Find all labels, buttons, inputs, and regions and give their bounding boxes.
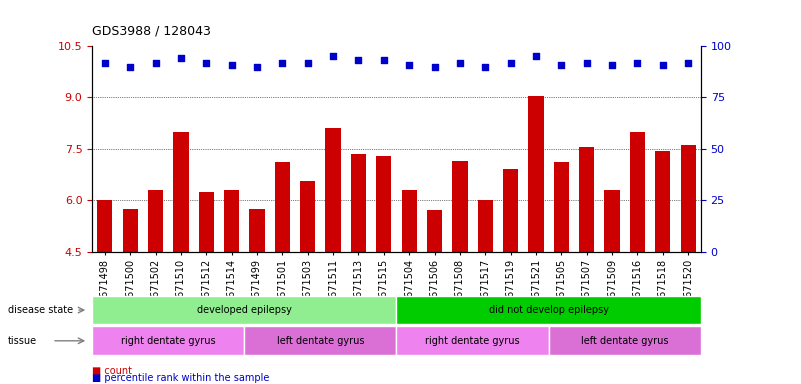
Point: [377, 57, 390, 63]
Bar: [553, 162, 569, 252]
Point: [657, 61, 670, 68]
Bar: [477, 200, 493, 252]
Bar: [427, 210, 442, 252]
Text: right dentate gyrus: right dentate gyrus: [425, 336, 520, 346]
Text: ■ count: ■ count: [92, 366, 132, 376]
Bar: [376, 156, 392, 252]
Point: [428, 64, 441, 70]
Point: [251, 64, 264, 70]
Bar: [97, 200, 112, 252]
Bar: [199, 192, 214, 252]
Bar: [401, 190, 417, 252]
Point: [505, 60, 517, 66]
Point: [479, 64, 492, 70]
Bar: [655, 151, 670, 252]
Bar: [148, 190, 163, 252]
Bar: [249, 209, 264, 252]
Bar: [579, 147, 594, 252]
Bar: [630, 132, 645, 252]
Point: [124, 64, 137, 70]
Bar: [123, 209, 138, 252]
Point: [352, 57, 365, 63]
Bar: [453, 161, 468, 252]
Point: [327, 53, 340, 60]
Point: [606, 61, 618, 68]
Bar: [529, 96, 544, 252]
Text: GDS3988 / 128043: GDS3988 / 128043: [92, 25, 211, 38]
Point: [631, 60, 644, 66]
Bar: [681, 146, 696, 252]
Point: [682, 60, 694, 66]
Text: developed epilepsy: developed epilepsy: [197, 305, 292, 315]
Bar: [173, 132, 188, 252]
Point: [403, 61, 416, 68]
Point: [225, 61, 238, 68]
Point: [149, 60, 162, 66]
Text: did not develop epilepsy: did not develop epilepsy: [489, 305, 609, 315]
Bar: [275, 162, 290, 252]
Bar: [605, 190, 620, 252]
Text: left dentate gyrus: left dentate gyrus: [581, 336, 669, 346]
Text: disease state: disease state: [8, 305, 73, 315]
Point: [529, 53, 542, 60]
Bar: [503, 169, 518, 252]
Bar: [300, 181, 316, 252]
Bar: [351, 154, 366, 252]
Text: right dentate gyrus: right dentate gyrus: [121, 336, 215, 346]
Point: [276, 60, 288, 66]
Text: tissue: tissue: [8, 336, 37, 346]
Bar: [224, 190, 239, 252]
Point: [580, 60, 593, 66]
Point: [175, 55, 187, 61]
Bar: [325, 128, 340, 252]
Point: [555, 61, 568, 68]
Text: ■ percentile rank within the sample: ■ percentile rank within the sample: [92, 373, 269, 383]
Point: [301, 60, 314, 66]
Text: left dentate gyrus: left dentate gyrus: [276, 336, 364, 346]
Point: [99, 60, 111, 66]
Point: [200, 60, 213, 66]
Point: [453, 60, 466, 66]
